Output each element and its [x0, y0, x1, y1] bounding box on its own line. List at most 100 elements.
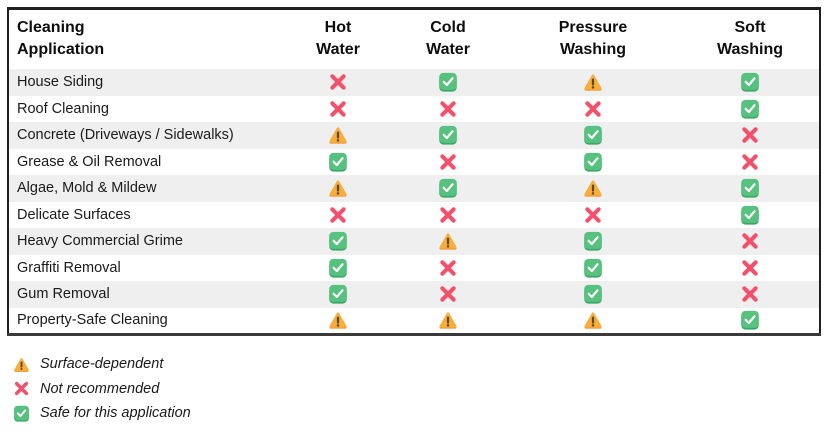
row-label: Grease & Oil Removal [17, 153, 162, 170]
row-label: House Siding [17, 74, 104, 91]
check-icon [583, 152, 603, 172]
check-icon [740, 178, 760, 198]
warning-icon [583, 310, 603, 330]
legend-item: Not recommended [13, 377, 191, 402]
column-header-line: Washing [716, 40, 784, 58]
warning-icon [438, 310, 458, 330]
cross-icon [740, 125, 760, 145]
status-cell-safe [681, 69, 820, 96]
warning-icon [328, 125, 348, 145]
status-cell-safe [681, 175, 820, 202]
status-cell-safe [285, 228, 391, 255]
legend-item: Safe for this application [13, 401, 191, 426]
legend-item: Surface-dependent [13, 352, 191, 377]
row-label: Graffiti Removal [17, 259, 121, 276]
status-cell-safe [681, 308, 820, 335]
status-cell-safe [391, 69, 505, 96]
status-cell-surface-dependent [285, 122, 391, 149]
status-cell-safe [505, 281, 681, 308]
row-label: Roof Cleaning [17, 100, 109, 117]
legend-label: Surface-dependent [40, 356, 164, 373]
warning-icon [583, 178, 603, 198]
status-cell-surface-dependent [285, 175, 391, 202]
status-cell-not-recommended [391, 202, 505, 229]
table-row: Algae, Mold & Mildew [8, 175, 820, 202]
status-cell-surface-dependent [505, 308, 681, 335]
cross-icon [328, 72, 348, 92]
cross-icon [438, 284, 458, 304]
status-cell-surface-dependent [285, 308, 391, 335]
column-header-line: Application [17, 40, 105, 58]
check-icon [438, 178, 458, 198]
check-icon [328, 284, 348, 304]
table-header: Cleaning Application Hot Water Cold Water Pres… [8, 8, 820, 69]
cross-icon [438, 99, 458, 119]
column-header-line: Soft [734, 18, 766, 36]
cleaning-compatibility-table: Cleaning Application Hot Water Cold Water Pres… [7, 7, 821, 336]
status-cell-not-recommended [681, 228, 820, 255]
status-cell-surface-dependent [505, 69, 681, 96]
column-header-line: Cold [430, 18, 466, 36]
status-cell-not-recommended [285, 202, 391, 229]
row-label: Property-Safe Cleaning [17, 312, 168, 328]
table-row: Concrete (Driveways / Sidewalks) [8, 122, 820, 149]
warning-icon [328, 178, 348, 198]
legend: Surface-dependent Not recommended Safe for… [13, 352, 191, 426]
column-header-line: Water [316, 40, 360, 58]
row-label: Gum Removal [17, 286, 110, 303]
column-header-line: Washing [559, 40, 627, 58]
cross-icon [740, 284, 760, 304]
status-cell-safe [285, 149, 391, 176]
check-icon [438, 72, 458, 92]
status-cell-safe [391, 122, 505, 149]
status-cell-safe [391, 175, 505, 202]
check-icon [583, 284, 603, 304]
check-icon [740, 310, 760, 330]
column-header-line: Pressure [558, 18, 628, 36]
legend-label: Not recommended [40, 380, 160, 397]
table-row: Property-Safe Cleaning [8, 307, 820, 335]
status-cell-safe [505, 228, 681, 255]
cross-icon [438, 258, 458, 278]
status-cell-surface-dependent [391, 308, 505, 335]
status-cell-not-recommended [391, 96, 505, 123]
column-header-hot-water: Hot Water [285, 8, 391, 69]
status-cell-surface-dependent [505, 175, 681, 202]
cross-icon [740, 258, 760, 278]
row-label: Algae, Mold & Mildew [17, 180, 157, 197]
status-cell-not-recommended [681, 281, 820, 308]
check-icon [740, 72, 760, 92]
warning-icon [13, 356, 30, 373]
warning-icon [328, 310, 348, 330]
column-header-application: Cleaning Application [8, 8, 285, 69]
header-row: Cleaning Application Hot Water Cold Water Pres… [8, 8, 820, 69]
status-cell-safe [681, 96, 820, 123]
column-header-line: Cleaning [17, 18, 85, 36]
check-icon [438, 125, 458, 145]
column-header-pressure-washing: Pressure Washing [505, 8, 681, 69]
status-cell-not-recommended [285, 96, 391, 123]
status-cell-safe [505, 122, 681, 149]
check-icon [328, 152, 348, 172]
table-body: House Siding Roof Cleaning Concrete (Drive… [8, 69, 820, 334]
check-icon [328, 258, 348, 278]
warning-icon [438, 231, 458, 251]
column-header-line: Hot [324, 18, 352, 36]
status-cell-safe [681, 202, 820, 229]
check-icon [583, 125, 603, 145]
table-row: Heavy Commercial Grime [8, 228, 820, 255]
cross-icon [13, 380, 30, 397]
column-header-soft-washing: Soft Washing [681, 8, 820, 69]
status-cell-not-recommended [391, 149, 505, 176]
row-label: Heavy Commercial Grime [17, 233, 183, 250]
row-label: Concrete (Driveways / Sidewalks) [17, 127, 234, 144]
table-row: Roof Cleaning [8, 95, 820, 123]
check-icon [740, 205, 760, 225]
warning-icon [583, 72, 603, 92]
cross-icon [328, 99, 348, 119]
table-row: Grease & Oil Removal [8, 148, 820, 176]
status-cell-not-recommended [391, 281, 505, 308]
check-icon [328, 231, 348, 251]
table-row: Gum Removal [8, 281, 820, 308]
